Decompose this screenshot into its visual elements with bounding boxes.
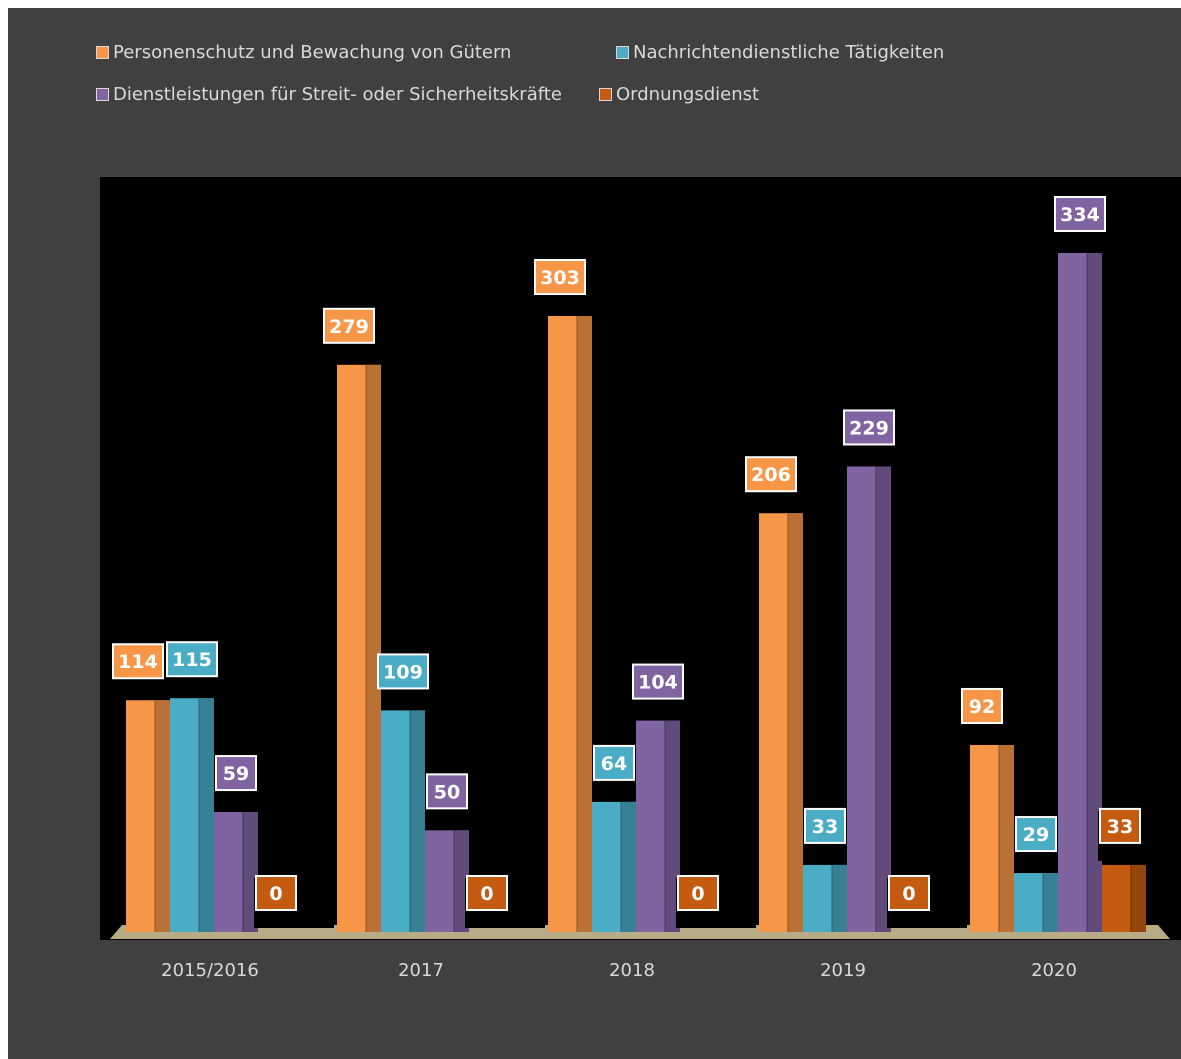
data-label-box-1-2 xyxy=(593,744,635,781)
legend-label-ordnungsdienst: Ordnungsdienst xyxy=(616,84,760,105)
legend-label-personenschutz: Personenschutz und Bewachung von Gütern xyxy=(113,42,512,63)
x-tick-label-1: 2017 xyxy=(398,960,444,981)
legend-swatch-ordnungsdienst xyxy=(599,88,612,101)
data-label-box-3-1 xyxy=(466,875,508,911)
legend-swatch-nachrichtendienst xyxy=(616,46,629,59)
bar-side-1-3 xyxy=(832,864,847,932)
data-label-box-2-1 xyxy=(426,773,468,810)
data-label-box-2-4 xyxy=(1054,196,1106,232)
bar-side-2-3 xyxy=(876,466,891,932)
bar-side-0-1 xyxy=(366,364,381,932)
data-label-box-2-2 xyxy=(632,663,684,700)
data-label-box-0-0 xyxy=(112,643,164,680)
data-label-3-3: 0 xyxy=(902,883,915,905)
legend-label-nachrichtendienst: Nachrichtendienstliche Tätigkeiten xyxy=(633,42,945,63)
legend-item-dienstleistungen: Dienstleistungen für Streit- oder Sicher… xyxy=(96,84,562,105)
data-label-box-2-3 xyxy=(843,409,895,446)
data-label-box-0-2 xyxy=(534,259,586,296)
data-label-0-1: 279 xyxy=(329,316,369,338)
data-label-1-2: 64 xyxy=(601,753,627,775)
data-label-2-2: 104 xyxy=(638,672,678,694)
data-label-1-4: 29 xyxy=(1023,824,1049,846)
legend-item-nachrichtendienst: Nachrichtendienstliche Tätigkeiten xyxy=(616,42,944,63)
bar-side-1-2 xyxy=(621,801,636,932)
data-label-box-2-0 xyxy=(215,755,257,792)
data-label-box-1-0 xyxy=(166,641,218,678)
data-label-box-1-4 xyxy=(1015,816,1057,853)
data-label-box-0-1 xyxy=(323,307,375,344)
data-label-2-4: 334 xyxy=(1060,204,1100,226)
x-tick-label-2: 2018 xyxy=(609,960,655,981)
data-label-0-4: 92 xyxy=(969,696,995,718)
data-label-box-3-2 xyxy=(677,875,719,911)
data-label-1-0: 115 xyxy=(172,649,212,671)
data-label-box-3-4 xyxy=(1099,807,1141,844)
data-label-3-0: 0 xyxy=(269,883,282,905)
data-label-2-3: 229 xyxy=(849,417,889,439)
legend-swatch-personenschutz xyxy=(96,46,109,59)
bar-side-3-4 xyxy=(1131,864,1146,932)
legend-item-ordnungsdienst: Ordnungsdienst xyxy=(599,84,759,105)
data-label-3-2: 0 xyxy=(691,883,704,905)
data-label-0-0: 114 xyxy=(118,651,158,673)
data-label-box-0-3 xyxy=(745,456,797,493)
bar-side-0-2 xyxy=(577,316,592,932)
data-label-3-1: 0 xyxy=(480,883,493,905)
data-label-box-3-3 xyxy=(888,875,930,911)
bar-side-1-1 xyxy=(410,710,425,932)
legend-label-dienstleistungen: Dienstleistungen für Streit- oder Sicher… xyxy=(113,84,562,105)
legend-item-personenschutz: Personenschutz und Bewachung von Gütern xyxy=(96,42,511,63)
data-label-box-3-0 xyxy=(255,875,297,911)
data-label-2-0: 59 xyxy=(223,763,249,785)
x-tick-label-3: 2019 xyxy=(820,960,866,981)
data-label-0-2: 303 xyxy=(540,267,580,289)
data-label-1-1: 109 xyxy=(383,661,423,683)
data-label-1-3: 33 xyxy=(812,816,838,838)
bar-side-0-3 xyxy=(788,513,803,932)
bar-side-0-0 xyxy=(155,700,170,932)
data-label-3-4: 33 xyxy=(1107,816,1133,838)
bar-side-0-4 xyxy=(999,744,1014,932)
bar-side-1-0 xyxy=(199,698,214,932)
bar-side-2-4 xyxy=(1087,253,1102,932)
bar-side-1-4 xyxy=(1043,873,1058,932)
x-tick-label-0: 2015/2016 xyxy=(161,960,259,981)
legend-swatch-dienstleistungen xyxy=(96,88,109,101)
data-label-box-0-4 xyxy=(961,687,1003,724)
data-label-0-3: 206 xyxy=(751,464,791,486)
x-tick-label-4: 2020 xyxy=(1031,960,1077,981)
data-label-box-1-3 xyxy=(804,807,846,844)
data-label-box-1-1 xyxy=(377,653,429,690)
data-label-2-1: 50 xyxy=(434,781,460,803)
